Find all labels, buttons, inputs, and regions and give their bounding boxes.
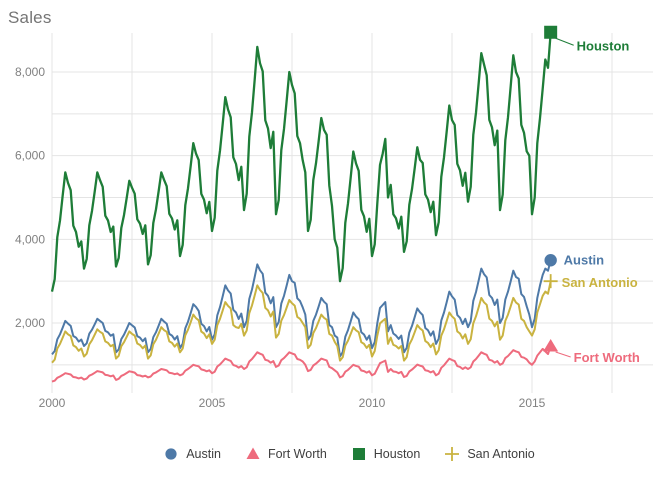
x-axis-tick-label: 2005 bbox=[199, 396, 226, 410]
y-axis-tick-label: 6,000 bbox=[15, 149, 45, 163]
legend-label-fort-worth: Fort Worth bbox=[267, 447, 327, 461]
plus-icon bbox=[445, 447, 460, 461]
legend-item-austin[interactable]: Austin bbox=[163, 446, 221, 462]
series-line-fort-worth[interactable] bbox=[51, 345, 552, 383]
square-icon bbox=[352, 448, 365, 460]
legend: Austin Fort Worth Houston San Antonio bbox=[0, 438, 672, 470]
x-axis-tick-label: 2015 bbox=[519, 396, 546, 410]
end-label-austin: Austin bbox=[564, 252, 605, 267]
legend-label-san-antonio: San Antonio bbox=[467, 447, 535, 461]
end-marker-fort-worth[interactable] bbox=[543, 339, 559, 352]
x-axis-tick-label: 2000 bbox=[39, 396, 66, 410]
end-label-fort-worth: Fort Worth bbox=[574, 350, 640, 365]
y-axis-tick-label: 8,000 bbox=[15, 65, 45, 79]
y-axis-tick-label: 4,000 bbox=[15, 232, 45, 246]
circle-icon bbox=[165, 448, 177, 460]
sales-line-chart: 2,000 4,000 6,000 8,000 2000 2005 2010 2015 Aust… bbox=[15, 25, 653, 410]
end-marker-austin[interactable] bbox=[544, 254, 557, 267]
series-line-austin[interactable] bbox=[51, 260, 552, 358]
legend-item-houston[interactable]: Houston bbox=[351, 446, 421, 462]
legend-item-san-antonio[interactable]: San Antonio bbox=[444, 446, 535, 462]
chart-title: Sales bbox=[8, 8, 52, 27]
legend-label-austin: Austin bbox=[186, 447, 221, 461]
triangle-icon bbox=[246, 447, 260, 459]
end-label-houston: Houston bbox=[577, 38, 630, 53]
x-axis-tick-label: 2010 bbox=[359, 396, 386, 410]
y-axis-tick-label: 2,000 bbox=[15, 316, 45, 330]
legend-item-fort-worth[interactable]: Fort Worth bbox=[245, 446, 327, 462]
series-line-houston[interactable] bbox=[50, 32, 552, 292]
label-connector-fort-worth bbox=[555, 351, 571, 358]
end-marker-houston[interactable] bbox=[544, 25, 558, 39]
series-line-san-antonio[interactable] bbox=[51, 280, 552, 364]
legend-label-houston: Houston bbox=[373, 447, 421, 461]
end-label-san-antonio: San Antonio bbox=[562, 275, 638, 290]
label-connector-houston bbox=[555, 37, 574, 46]
end-marker-san-antonio[interactable] bbox=[543, 274, 558, 289]
